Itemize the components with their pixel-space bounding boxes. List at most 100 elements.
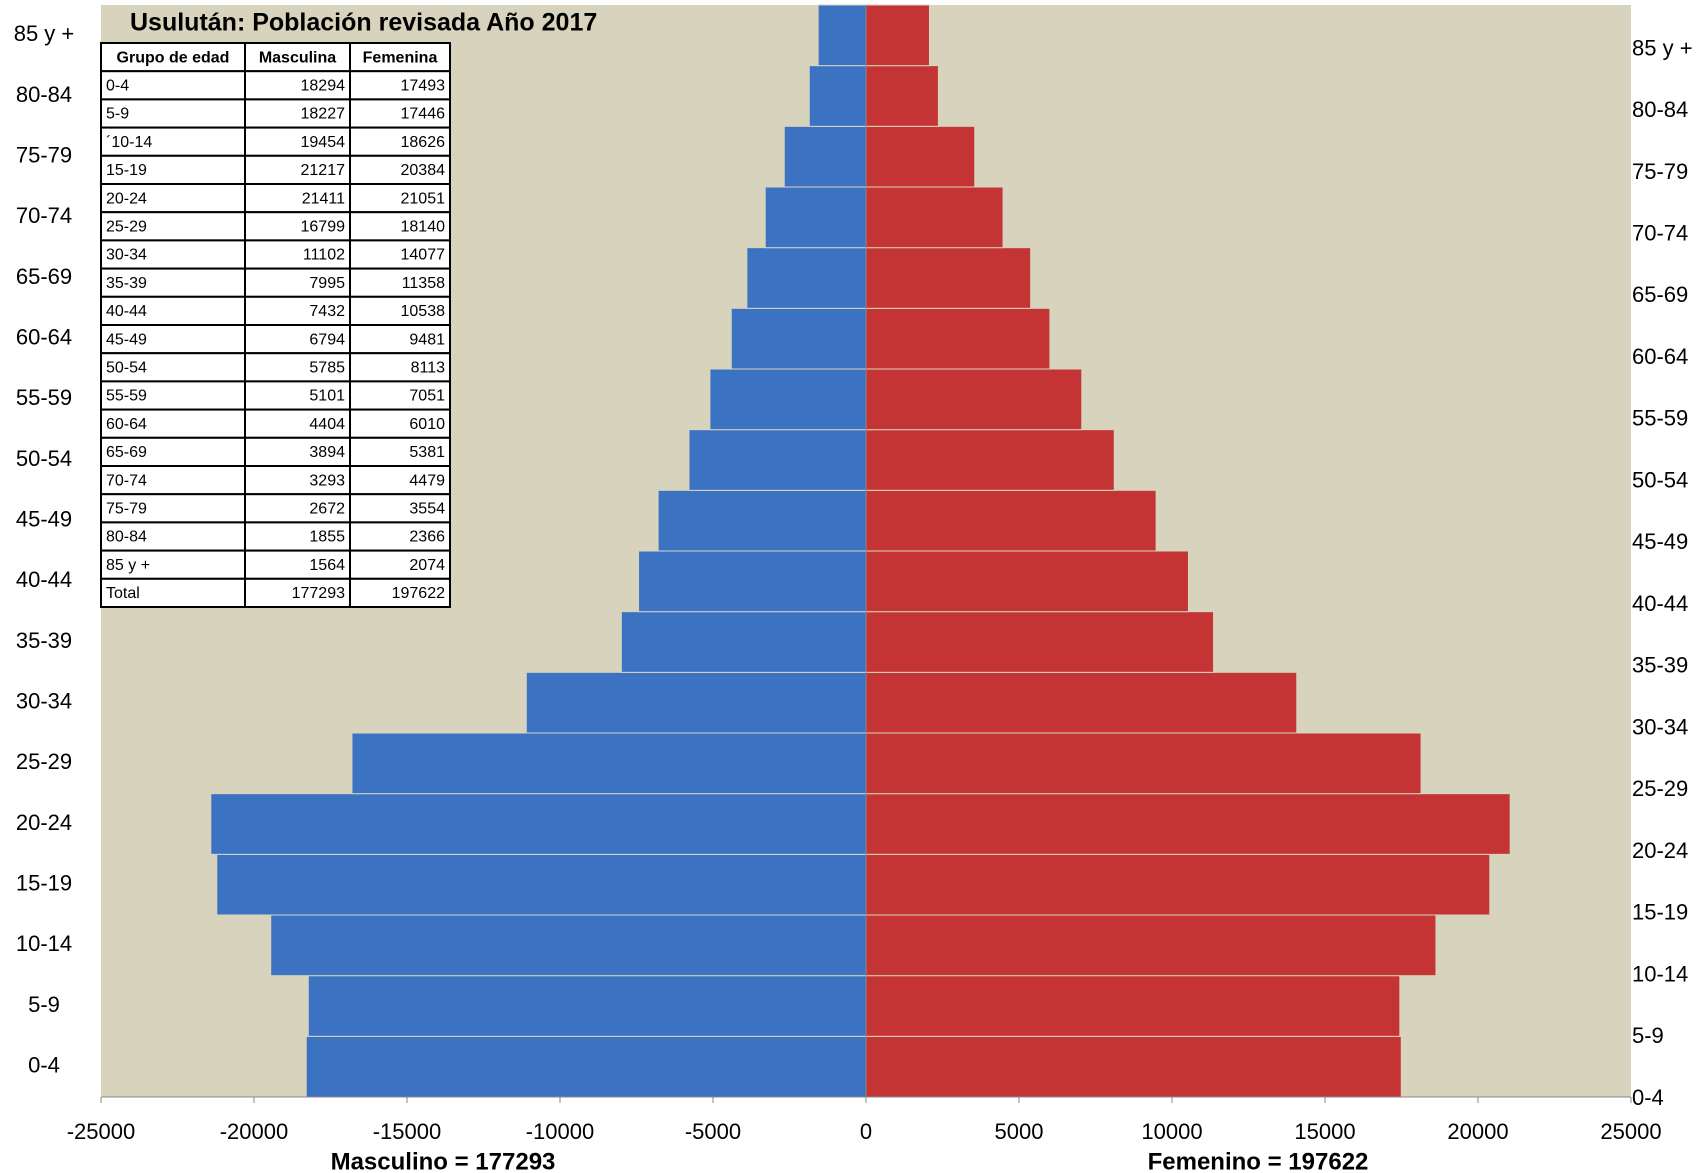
table-cell	[349, 493, 451, 524]
table-text: 17493	[401, 78, 446, 95]
table-cell	[244, 577, 351, 608]
x-tick-label: 15000	[1294, 1119, 1355, 1144]
bar	[709, 368, 867, 431]
bar	[216, 853, 867, 916]
y2-tick-label: 55-59	[1632, 406, 1688, 431]
bar	[688, 429, 867, 491]
y2-tick-label: 85 y +	[1632, 35, 1693, 60]
table-text: 21411	[302, 190, 345, 207]
table-text: 0-4	[106, 78, 129, 95]
bar	[351, 732, 867, 795]
bar	[865, 975, 1401, 1037]
table-text: 14077	[401, 247, 446, 264]
y2-tick-label: 60-64	[1632, 344, 1688, 369]
table-text: 5-9	[106, 106, 129, 123]
table-text: Total	[106, 585, 140, 602]
bar	[210, 793, 867, 855]
table-text: 10538	[401, 303, 446, 320]
table-text: 17446	[401, 106, 446, 123]
y2-tick-label: 35-39	[1632, 653, 1688, 678]
bar	[657, 489, 867, 552]
y2-tick-label: 50-54	[1632, 467, 1688, 492]
bar	[865, 368, 1083, 431]
y2-tick-label: 45-49	[1632, 529, 1688, 554]
bar	[865, 611, 1215, 673]
x-tick-label: -10000	[526, 1119, 595, 1144]
table-text: 1564	[309, 557, 345, 574]
bar	[305, 1035, 867, 1098]
y-tick-label: 70-74	[16, 203, 72, 228]
bar	[865, 914, 1437, 977]
table-text: 3894	[309, 444, 345, 461]
y2-tick-label: 15-19	[1632, 900, 1688, 925]
table-text: 9481	[409, 331, 445, 348]
table-cell	[244, 549, 351, 580]
y-tick-label: 50-54	[16, 446, 72, 471]
y-tick-label: 80-84	[16, 82, 72, 107]
table-cell	[244, 98, 351, 129]
table-text: 45-49	[106, 331, 147, 348]
bar	[307, 975, 867, 1037]
bar	[525, 671, 867, 734]
y-tick-label: 35-39	[16, 628, 72, 653]
table-text: 75-79	[106, 501, 147, 518]
table-text: 2366	[409, 529, 445, 546]
y-tick-label: 60-64	[16, 324, 72, 349]
table-cell	[349, 408, 451, 439]
table-text: 25-29	[106, 219, 147, 236]
y2-tick-label: 75-79	[1632, 159, 1688, 184]
table-text: 4479	[409, 472, 445, 489]
y2-tick-label: 10-14	[1632, 961, 1688, 986]
table-cell	[100, 436, 246, 467]
y-tick-label: 10-14	[16, 931, 72, 956]
table-text: 7995	[309, 275, 345, 292]
table-text: 18294	[301, 78, 346, 95]
bar	[865, 186, 1004, 249]
table-text: 197622	[392, 585, 445, 602]
table-cell	[349, 154, 451, 186]
y-tick-label: 40-44	[16, 567, 72, 592]
table-text: 3293	[309, 472, 345, 489]
bar	[865, 1035, 1402, 1098]
table-cell	[349, 183, 451, 214]
table-text: 50-54	[106, 360, 147, 377]
table-cell	[349, 380, 451, 411]
table-cell	[349, 98, 451, 129]
table-text: 8113	[411, 360, 446, 377]
y-tick-label: 25-29	[16, 749, 72, 774]
table-text: 55-59	[106, 388, 147, 405]
table-cell	[244, 267, 351, 298]
bar	[270, 914, 867, 977]
table-text: 7432	[309, 303, 345, 320]
table-text: 5381	[409, 444, 445, 461]
x-tick-label: 5000	[995, 1119, 1044, 1144]
table-text: ´10-14	[106, 134, 152, 151]
y-tick-label: 5-9	[28, 992, 60, 1017]
table-cell	[100, 126, 246, 157]
table-text: 21051	[401, 190, 446, 207]
table-text: 15-19	[106, 162, 147, 179]
table-text: 5785	[309, 360, 345, 377]
bar	[865, 489, 1157, 552]
bar	[638, 550, 867, 613]
x-tick-label: -20000	[220, 1119, 289, 1144]
table-text: 19454	[301, 134, 346, 151]
y-tick-label: 85 y +	[14, 21, 75, 46]
table-text: 4404	[309, 416, 345, 433]
x-axis-label: Masculino = 177293	[331, 1148, 556, 1173]
table-cell	[349, 465, 451, 496]
bar	[730, 307, 867, 370]
table-text: 70-74	[106, 472, 147, 489]
table-text: 16799	[301, 219, 346, 236]
y-tick-label: 30-34	[16, 688, 72, 713]
table-cell	[349, 352, 451, 383]
table-text: 18227	[301, 106, 346, 123]
table-cell	[244, 183, 351, 214]
table-text: 3554	[409, 501, 445, 518]
x-axis-label: Femenino = 197622	[1148, 1148, 1369, 1173]
table-cell	[244, 42, 351, 73]
y2-tick-label: 5-9	[1632, 1023, 1664, 1048]
y2-tick-label: 65-69	[1632, 282, 1688, 307]
table-text: 1855	[309, 529, 345, 546]
